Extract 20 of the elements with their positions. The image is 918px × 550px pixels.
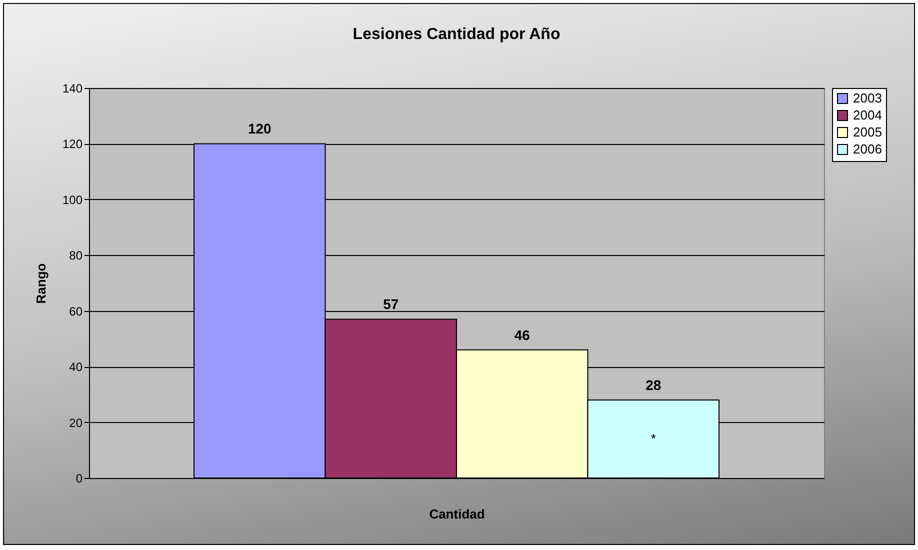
legend-label: 2006 (853, 142, 882, 156)
legend-label: 2004 (853, 108, 882, 122)
data-label: 28 (646, 377, 662, 393)
annotation: * (650, 431, 656, 446)
data-label: 46 (514, 326, 530, 343)
y-tick-label: 120 (62, 137, 83, 152)
y-tick-label: 80 (69, 248, 83, 263)
legend-label: 2005 (853, 124, 882, 140)
y-tick-label: 140 (62, 82, 83, 96)
legend-label: 2003 (853, 90, 882, 106)
y-axis-title: Rango (33, 263, 48, 304)
y-tick-label: 0 (76, 472, 83, 486)
y-tick-label: 100 (62, 192, 83, 207)
y-tick-label: 60 (69, 304, 83, 318)
x-axis-title: Cantidad (429, 506, 485, 522)
data-label: 57 (383, 296, 399, 312)
data-label: 120 (248, 120, 272, 137)
chart-title: Lesiones Cantidad por Año (352, 26, 560, 43)
y-tick-label: 20 (69, 416, 83, 430)
y-tick-label: 40 (69, 360, 83, 374)
